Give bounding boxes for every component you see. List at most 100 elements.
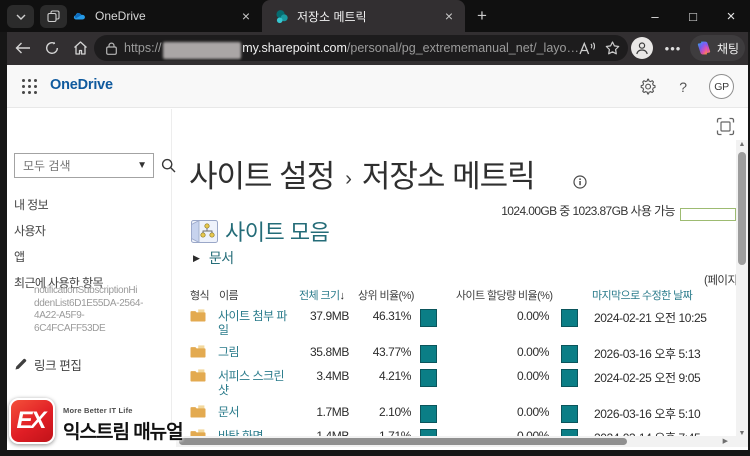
address-bar[interactable]: https:// my.sharepoint.com /personal/pg_… [94, 35, 628, 61]
storage-quota-text: 1024.00GB 중 1023.87GB 사용 가능 [501, 204, 675, 218]
quota-pct-bar [561, 345, 578, 363]
address-bar-actions [579, 41, 620, 55]
tab-storage-metrics[interactable]: 저장소 메트릭 × [262, 0, 465, 32]
row-name-link[interactable]: 사이트 첨부 파일 [218, 309, 287, 337]
page-title: 사이트 설정 › 저장소 메트릭 [189, 151, 536, 196]
parent-pct-bar [420, 405, 437, 423]
home-button[interactable] [68, 36, 92, 60]
info-icon[interactable] [573, 175, 587, 189]
watermark-site-name: 익스트림 매뉴얼 [63, 422, 184, 443]
search-input[interactable]: 모두 검색 ▼ [14, 153, 154, 178]
app-launcher-waffle-icon[interactable] [22, 79, 37, 94]
scroll-up-arrow-icon[interactable]: ▲ [738, 141, 746, 148]
read-aloud-icon[interactable] [579, 41, 595, 55]
search-icon[interactable] [161, 158, 176, 173]
refresh-button[interactable] [40, 36, 64, 60]
row-total-size: 35.8MB [310, 345, 349, 359]
quota-pct-bar [561, 369, 578, 387]
horizontal-scrollbar-thumb[interactable] [179, 438, 627, 445]
row-quota-pct: 0.00% [516, 345, 549, 359]
row-parent-pct: 46.31% [372, 309, 412, 323]
sidebar-nav-item[interactable]: 사용자 [14, 224, 46, 238]
storage-quota-bar [680, 208, 736, 221]
sidebar-nav-item[interactable]: 앱 [14, 250, 25, 264]
minimize-button[interactable]: – [651, 8, 659, 24]
row-last-modified: 2026-03-16 오후 5:13 [594, 347, 701, 361]
table-row: 그림 35.8MB 43.77% 0.00% 2026-03-16 오후 5:1… [173, 341, 736, 365]
lock-icon [106, 42, 117, 55]
row-total-size: 3.4MB [316, 369, 349, 383]
url-path: /personal/pg_extrememanual_net/_layo… [346, 41, 579, 55]
extrememanual-logo: EX [9, 398, 55, 444]
table-row: 사이트 첨부 파일 37.9MB 46.31% 0.00% 2024-02-21… [173, 305, 736, 341]
browser-settings-menu-button[interactable]: ••• [664, 40, 682, 56]
breadcrumb-folder-link[interactable]: 문서 [208, 250, 234, 266]
suite-app-name[interactable]: OneDrive [50, 77, 113, 93]
tab-storage-metrics-title: 저장소 메트릭 [297, 9, 367, 24]
row-name-link[interactable]: 서피스 스크린샷 [218, 369, 285, 397]
watermark-tagline: More Better IT Life [63, 406, 133, 415]
browser-titlebar: OneDrive × 저장소 메트릭 × + – □ × [0, 0, 750, 32]
tab-search-button[interactable] [7, 5, 34, 28]
settings-gear-icon[interactable] [640, 78, 657, 95]
row-name-link[interactable]: 문서 [218, 405, 240, 419]
tab-storage-metrics-close-icon[interactable]: × [444, 8, 453, 24]
col-header-parent-pct[interactable]: 상위 비율(%) [358, 290, 414, 302]
focus-mode-icon[interactable] [716, 117, 735, 136]
parent-pct-bar [420, 369, 437, 387]
quota-pct-bar [561, 405, 578, 423]
sidebar-nav-item[interactable]: 내 정보 [14, 198, 49, 212]
site-collection-heading: 사이트 모음 [191, 215, 330, 247]
hidden-list-line: 4A22-A5F9- [34, 310, 85, 322]
hidden-list-line: notificationSubscriptionHi [34, 285, 138, 296]
site-collection-icon [191, 219, 218, 243]
scroll-right-arrow-icon[interactable]: ▶ [722, 438, 728, 445]
url-host: my.sharepoint.com [242, 41, 347, 55]
row-quota-pct: 0.00% [516, 309, 549, 323]
maximize-button[interactable]: □ [689, 8, 697, 24]
row-quota-pct: 0.00% [516, 405, 549, 419]
col-header-name[interactable]: 이름 [219, 290, 239, 302]
new-tab-button[interactable]: + [477, 6, 487, 25]
col-header-last-modified[interactable]: 마지막으로 수정한 날짜 [592, 290, 693, 302]
scroll-down-arrow-icon[interactable]: ▼ [738, 430, 746, 437]
back-arrow-icon [15, 42, 30, 54]
row-quota-pct: 0.00% [516, 369, 549, 383]
site-collection-label[interactable]: 사이트 모음 [225, 220, 330, 245]
col-header-total-size[interactable]: 전체 크기↓ [299, 290, 346, 302]
edit-links-button[interactable]: 링크 편집 [14, 355, 82, 374]
browser-toolbar: https:// my.sharepoint.com /personal/pg_… [7, 32, 748, 65]
page-title-section[interactable]: 사이트 설정 [189, 159, 335, 194]
vertical-scrollbar-thumb[interactable] [738, 152, 746, 265]
copilot-button[interactable]: 채팅 [690, 35, 745, 61]
vertical-scrollbar[interactable]: ▲ ▼ [736, 140, 748, 447]
window-close-button[interactable]: × [726, 7, 736, 25]
page-title-page: 저장소 메트릭 [361, 159, 536, 194]
table-header-row: 형식 이름 전체 크기↓ 상위 비율(%) 사이트 할당량 비율(%) 마지막으… [173, 287, 736, 305]
back-button[interactable] [11, 36, 35, 60]
row-total-size: 1.7MB [316, 405, 349, 419]
pencil-icon [15, 358, 27, 370]
col-header-type[interactable]: 형식 [190, 290, 210, 302]
search-scope-chevron-icon[interactable]: ▼ [137, 160, 147, 171]
window-controls: – □ × [636, 0, 750, 32]
sidebar-nav: 내 정보 사용자 앱 최근에 사용한 항목 [14, 196, 164, 300]
horizontal-scrollbar[interactable]: ▶ [176, 436, 736, 447]
account-avatar[interactable]: GP [709, 74, 734, 99]
table-row: 서피스 스크린샷 3.4MB 4.21% 0.00% 2024-02-25 오전… [173, 365, 736, 401]
favorite-star-icon[interactable] [605, 41, 620, 55]
tab-onedrive[interactable]: OneDrive × [70, 0, 260, 32]
browser-profile-button[interactable] [631, 37, 653, 59]
row-parent-pct: 43.77% [372, 345, 412, 359]
hidden-list-line: ddenList6D1E55DA-2564- [34, 297, 144, 309]
sidebar-nav-item[interactable]: 최근에 사용한 항목 [14, 276, 104, 290]
row-name-link[interactable]: 그림 [218, 345, 240, 359]
workspaces-button[interactable] [40, 5, 67, 28]
row-last-modified: 2024-02-25 오전 9:05 [594, 371, 701, 385]
help-icon[interactable]: ? [679, 78, 687, 95]
edit-links-label: 링크 편집 [34, 359, 82, 373]
tab-onedrive-close-icon[interactable]: × [241, 8, 250, 24]
sidebar-hidden-list-item[interactable]: notificationSubscriptionHi ddenList6D1E5… [34, 285, 174, 336]
col-header-quota-pct[interactable]: 사이트 할당량 비율(%) [456, 290, 553, 302]
